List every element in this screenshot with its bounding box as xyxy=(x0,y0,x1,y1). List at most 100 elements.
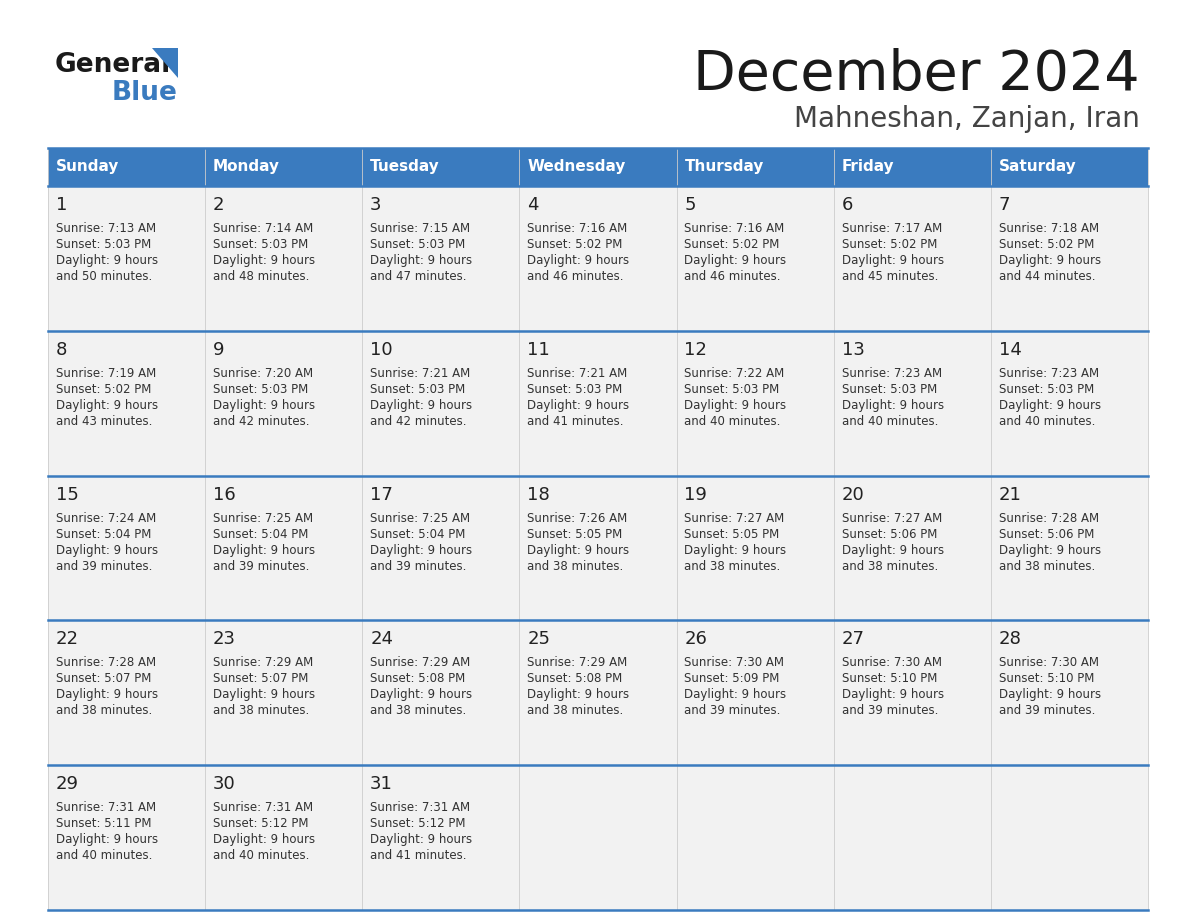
Text: 8: 8 xyxy=(56,341,68,359)
Text: Daylight: 9 hours: Daylight: 9 hours xyxy=(56,834,158,846)
Text: 9: 9 xyxy=(213,341,225,359)
Text: Sunrise: 7:14 AM: Sunrise: 7:14 AM xyxy=(213,222,314,235)
Text: 22: 22 xyxy=(56,631,78,648)
Text: Sunrise: 7:29 AM: Sunrise: 7:29 AM xyxy=(213,656,314,669)
Bar xyxy=(362,476,519,621)
Text: and 38 minutes.: and 38 minutes. xyxy=(56,704,152,717)
Text: 13: 13 xyxy=(841,341,865,359)
Text: 5: 5 xyxy=(684,196,696,214)
Bar xyxy=(48,621,206,766)
Bar xyxy=(834,148,991,186)
Text: and 46 minutes.: and 46 minutes. xyxy=(527,270,624,283)
Text: December 2024: December 2024 xyxy=(694,48,1140,102)
Bar xyxy=(362,330,519,476)
Text: Monday: Monday xyxy=(213,160,280,174)
Text: Daylight: 9 hours: Daylight: 9 hours xyxy=(527,254,630,267)
Text: 15: 15 xyxy=(56,486,78,504)
Bar xyxy=(206,766,362,910)
Text: Daylight: 9 hours: Daylight: 9 hours xyxy=(371,543,473,556)
Text: Daylight: 9 hours: Daylight: 9 hours xyxy=(841,688,943,701)
Text: 26: 26 xyxy=(684,631,707,648)
Bar xyxy=(519,330,677,476)
Text: and 38 minutes.: and 38 minutes. xyxy=(527,704,624,717)
Text: Sunrise: 7:13 AM: Sunrise: 7:13 AM xyxy=(56,222,156,235)
Text: and 46 minutes.: and 46 minutes. xyxy=(684,270,781,283)
Text: and 38 minutes.: and 38 minutes. xyxy=(684,560,781,573)
Text: and 41 minutes.: and 41 minutes. xyxy=(371,849,467,862)
Text: and 40 minutes.: and 40 minutes. xyxy=(213,849,309,862)
Text: Sunrise: 7:26 AM: Sunrise: 7:26 AM xyxy=(527,511,627,524)
Bar xyxy=(48,476,206,621)
Text: 29: 29 xyxy=(56,775,78,793)
Text: Sunset: 5:03 PM: Sunset: 5:03 PM xyxy=(527,383,623,396)
Text: 4: 4 xyxy=(527,196,539,214)
Text: Daylight: 9 hours: Daylight: 9 hours xyxy=(56,254,158,267)
Text: and 38 minutes.: and 38 minutes. xyxy=(999,560,1095,573)
Text: Daylight: 9 hours: Daylight: 9 hours xyxy=(213,834,315,846)
Text: Sunset: 5:08 PM: Sunset: 5:08 PM xyxy=(371,672,466,686)
Text: Sunset: 5:11 PM: Sunset: 5:11 PM xyxy=(56,817,151,830)
Text: and 42 minutes.: and 42 minutes. xyxy=(213,415,310,428)
Text: Sunrise: 7:22 AM: Sunrise: 7:22 AM xyxy=(684,367,785,380)
Text: Daylight: 9 hours: Daylight: 9 hours xyxy=(999,254,1101,267)
Bar xyxy=(834,766,991,910)
Text: Sunrise: 7:15 AM: Sunrise: 7:15 AM xyxy=(371,222,470,235)
Text: Sunrise: 7:21 AM: Sunrise: 7:21 AM xyxy=(527,367,627,380)
Text: and 47 minutes.: and 47 minutes. xyxy=(371,270,467,283)
Bar xyxy=(519,766,677,910)
Bar xyxy=(362,621,519,766)
Text: Sunrise: 7:17 AM: Sunrise: 7:17 AM xyxy=(841,222,942,235)
Text: Sunset: 5:06 PM: Sunset: 5:06 PM xyxy=(999,528,1094,541)
Text: Daylight: 9 hours: Daylight: 9 hours xyxy=(684,688,786,701)
Text: Sunrise: 7:29 AM: Sunrise: 7:29 AM xyxy=(527,656,627,669)
Text: Daylight: 9 hours: Daylight: 9 hours xyxy=(371,688,473,701)
Bar xyxy=(677,476,834,621)
Bar xyxy=(991,148,1148,186)
Bar xyxy=(48,766,206,910)
Text: Sunrise: 7:28 AM: Sunrise: 7:28 AM xyxy=(56,656,156,669)
Text: and 40 minutes.: and 40 minutes. xyxy=(999,415,1095,428)
Text: Daylight: 9 hours: Daylight: 9 hours xyxy=(841,398,943,412)
Text: Sunset: 5:02 PM: Sunset: 5:02 PM xyxy=(56,383,151,396)
Text: and 39 minutes.: and 39 minutes. xyxy=(371,560,467,573)
Text: Sunset: 5:07 PM: Sunset: 5:07 PM xyxy=(213,672,309,686)
Bar xyxy=(206,148,362,186)
Bar xyxy=(991,330,1148,476)
Bar xyxy=(206,330,362,476)
Text: 24: 24 xyxy=(371,631,393,648)
Text: and 38 minutes.: and 38 minutes. xyxy=(213,704,309,717)
Text: Saturday: Saturday xyxy=(999,160,1076,174)
Text: Sunrise: 7:30 AM: Sunrise: 7:30 AM xyxy=(999,656,1099,669)
Text: and 39 minutes.: and 39 minutes. xyxy=(841,704,939,717)
Text: Sunset: 5:05 PM: Sunset: 5:05 PM xyxy=(527,528,623,541)
Text: Sunset: 5:08 PM: Sunset: 5:08 PM xyxy=(527,672,623,686)
Text: 7: 7 xyxy=(999,196,1010,214)
Bar xyxy=(834,186,991,330)
Text: Daylight: 9 hours: Daylight: 9 hours xyxy=(527,543,630,556)
Text: Friday: Friday xyxy=(841,160,895,174)
Text: Thursday: Thursday xyxy=(684,160,764,174)
Text: and 38 minutes.: and 38 minutes. xyxy=(841,560,937,573)
Text: and 50 minutes.: and 50 minutes. xyxy=(56,270,152,283)
Text: Sunset: 5:02 PM: Sunset: 5:02 PM xyxy=(527,238,623,251)
Text: Sunset: 5:02 PM: Sunset: 5:02 PM xyxy=(999,238,1094,251)
Text: Sunset: 5:02 PM: Sunset: 5:02 PM xyxy=(841,238,937,251)
Bar xyxy=(362,186,519,330)
Bar xyxy=(677,621,834,766)
Text: Daylight: 9 hours: Daylight: 9 hours xyxy=(213,398,315,412)
Bar xyxy=(519,621,677,766)
Text: 10: 10 xyxy=(371,341,393,359)
Text: and 39 minutes.: and 39 minutes. xyxy=(999,704,1095,717)
Text: Sunday: Sunday xyxy=(56,160,119,174)
Text: and 39 minutes.: and 39 minutes. xyxy=(213,560,309,573)
Text: Daylight: 9 hours: Daylight: 9 hours xyxy=(841,254,943,267)
Text: Sunset: 5:02 PM: Sunset: 5:02 PM xyxy=(684,238,779,251)
Text: Daylight: 9 hours: Daylight: 9 hours xyxy=(527,398,630,412)
Text: and 48 minutes.: and 48 minutes. xyxy=(213,270,309,283)
Text: Sunset: 5:03 PM: Sunset: 5:03 PM xyxy=(213,383,308,396)
Bar xyxy=(677,766,834,910)
Text: 2: 2 xyxy=(213,196,225,214)
Text: and 44 minutes.: and 44 minutes. xyxy=(999,270,1095,283)
Bar xyxy=(834,476,991,621)
Text: Sunset: 5:07 PM: Sunset: 5:07 PM xyxy=(56,672,151,686)
